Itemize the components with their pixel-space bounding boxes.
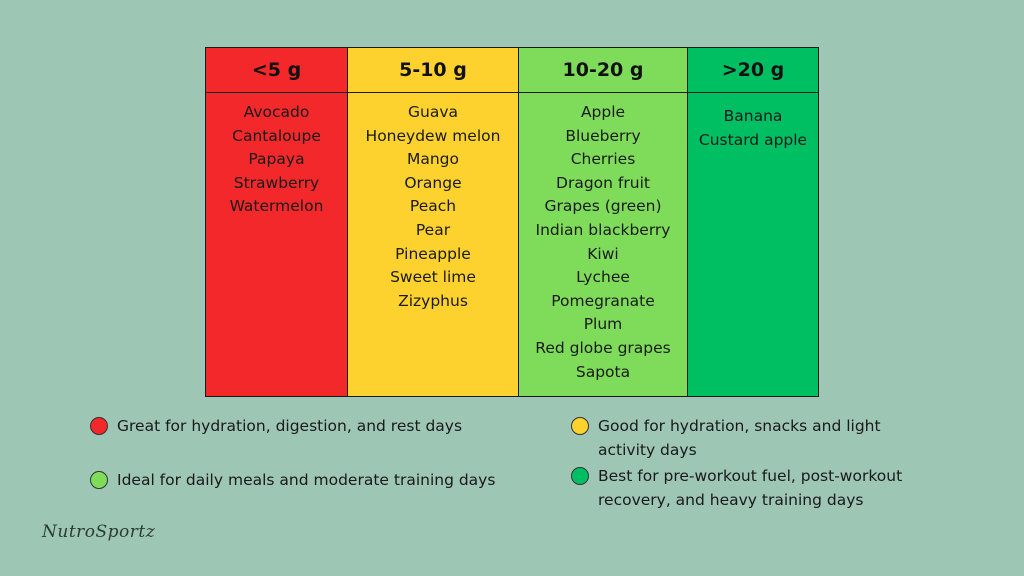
column-5-10g: 5-10 g Guava Honeydew melon Mango Orange Pea… [348,48,519,396]
fruit-item: Honeydew melon [365,126,501,145]
fruit-item: Cherries [570,150,636,169]
fruit-item: Zizyphus [398,291,468,310]
fruit-item: Plum [583,315,623,334]
fruit-item: Pineapple [395,244,471,263]
fruit-item: Grapes (green) [544,197,662,216]
legend-item-light-green: Ideal for daily meals and moderate train… [90,468,560,492]
fruit-item: Pomegranate [551,291,655,310]
fruit-item: Guava [407,103,458,121]
yellow-dot-icon [571,417,589,435]
fruit-item: Lychee [576,268,630,287]
column-header: 5-10 g [348,48,518,93]
legend-item-yellow: Good for hydration, snacks and light act… [571,414,931,462]
fruit-item: Papaya [248,150,305,169]
column-10-20g: 10-20 g Apple Blueberry Cherries Dragon fru… [519,48,688,396]
legend-text: Great for hydration, digestion, and rest… [117,417,463,435]
fruit-item: Pear [415,220,451,239]
column-header: <5 g [206,48,347,93]
fruit-item: Blueberry [565,126,641,145]
column-header: 10-20 g [519,48,687,93]
column-header: >20 g [688,48,818,93]
legend-text: Good for hydration, snacks and light act… [598,417,881,459]
column-under-5g: <5 g Avocado Cantaloupe Papaya Strawberry Wa… [206,48,348,396]
legend-text: Best for pre-workout fuel, post-workout … [598,467,903,509]
fruit-item: Sweet lime [390,268,476,287]
fruit-item: Mango [406,150,460,169]
legend-item-red: Great for hydration, digestion, and rest… [90,414,550,438]
fruit-item: Watermelon [229,197,324,216]
legend-text: Ideal for daily meals and moderate train… [117,471,496,489]
fruit-item: Dragon fruit [556,173,650,192]
fruit-item: Red globe grapes [535,338,671,357]
fruit-item: Orange [404,173,462,192]
fruit-item: Cantaloupe [232,126,321,145]
red-dot-icon [90,417,108,435]
column-over-20g: >20 g Banana Custard apple [688,48,818,396]
fruit-item: Indian blackberry [535,220,671,239]
fruit-item: Peach [409,197,457,216]
fruit-item: Strawberry [233,173,320,192]
fruit-item: Kiwi [587,244,619,263]
column-items: Guava Honeydew melon Mango Orange Peach Pear P… [348,93,518,396]
brand-logo: NutroSportz [42,522,156,542]
legend-item-dark-green: Best for pre-workout fuel, post-workout … [571,464,961,512]
light-green-dot-icon [90,471,108,489]
fruit-carb-table: <5 g Avocado Cantaloupe Papaya Strawberry Wa… [205,47,819,397]
fruit-item: Apple [580,103,626,121]
column-items: Banana Custard apple [688,93,818,396]
fruit-item: Sapota [575,362,631,381]
fruit-item: Banana [723,107,783,125]
fruit-item: Custard apple [698,130,808,149]
dark-green-dot-icon [571,467,589,485]
column-items: Avocado Cantaloupe Papaya Strawberry Waterme… [206,93,347,396]
fruit-item: Avocado [243,103,310,121]
column-items: Apple Blueberry Cherries Dragon fruit Grapes… [519,93,687,396]
